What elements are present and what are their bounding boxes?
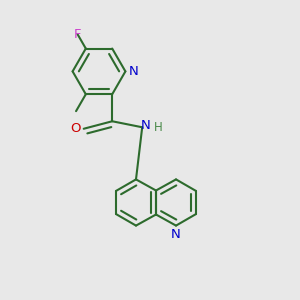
- Text: F: F: [74, 28, 81, 41]
- Text: N: N: [129, 65, 139, 78]
- Text: N: N: [171, 227, 181, 241]
- Text: O: O: [70, 122, 80, 135]
- Text: H: H: [154, 121, 163, 134]
- Text: N: N: [140, 119, 150, 132]
